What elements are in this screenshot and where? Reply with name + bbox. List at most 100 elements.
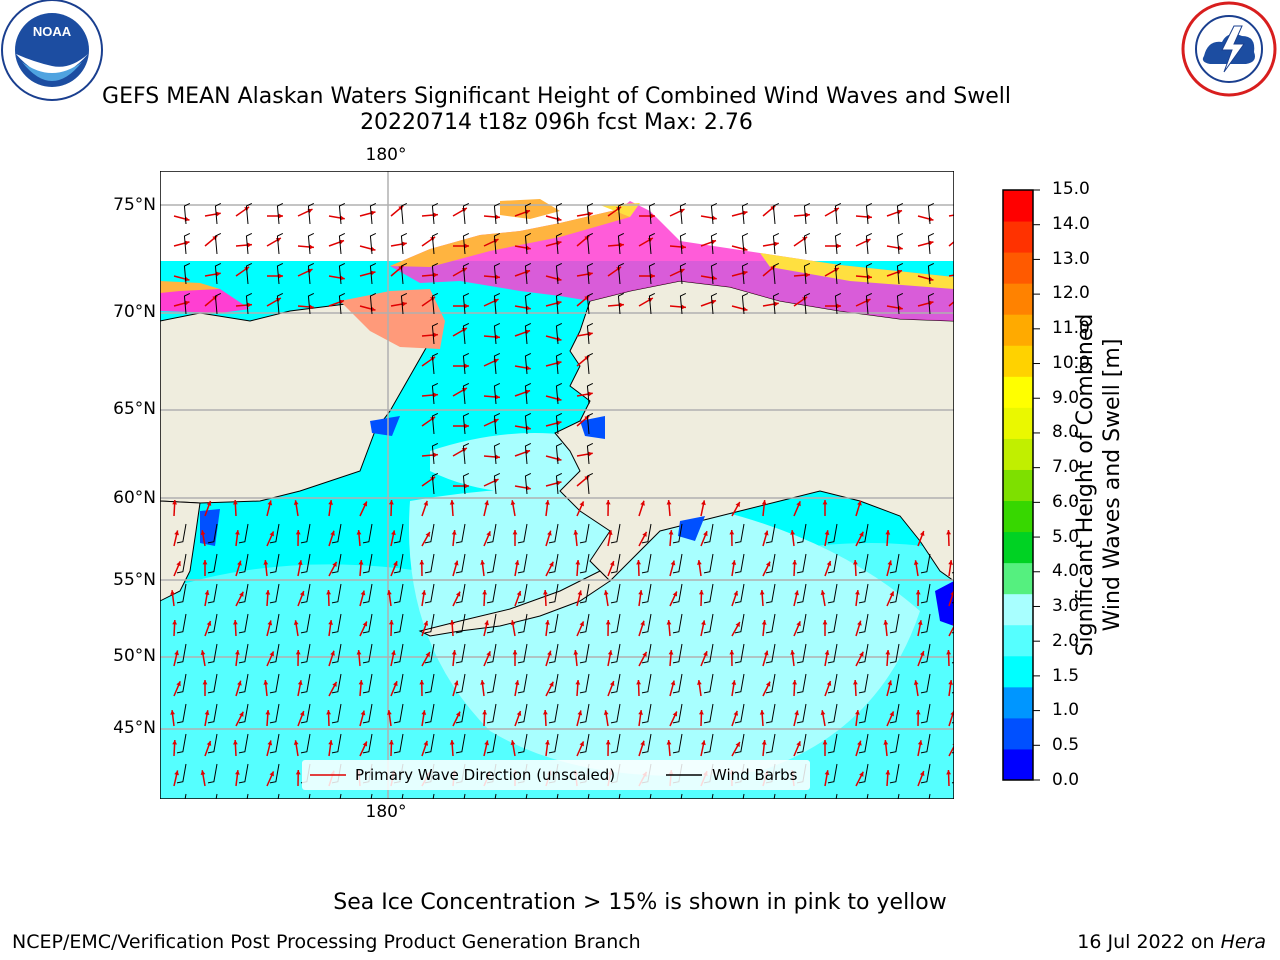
wind-barb xyxy=(586,382,594,405)
colorbar-segment xyxy=(1003,469,1033,502)
wind-barb xyxy=(338,232,346,255)
wind-barb xyxy=(548,613,559,634)
wave-direction-arrowhead xyxy=(461,328,467,333)
wind-barb xyxy=(393,643,404,664)
wave-direction-arrowhead xyxy=(774,301,779,307)
wave-direction-arrowhead xyxy=(742,210,748,216)
wave-direction-arrowhead xyxy=(950,590,954,596)
wave-direction-arrowhead xyxy=(495,214,500,220)
wind-barb xyxy=(362,553,373,574)
colorbar-segment xyxy=(1003,438,1033,470)
wave-direction-arrowhead xyxy=(640,620,645,626)
wind-barb xyxy=(679,232,687,255)
wind-barb xyxy=(486,643,497,664)
wind-barb xyxy=(586,292,594,315)
wind-barb xyxy=(610,703,621,724)
wave-direction-arrowhead xyxy=(512,650,518,655)
wave-direction-arrowhead xyxy=(885,770,891,775)
wave-direction-arrowhead xyxy=(309,304,314,310)
wave-direction-arrowhead xyxy=(453,560,459,566)
wave-direction-arrowhead xyxy=(668,650,674,655)
wind-barb xyxy=(393,613,404,634)
wave-direction-arrowhead xyxy=(449,500,455,505)
colorbar-segment xyxy=(1003,190,1033,222)
wave-direction-arrowhead xyxy=(486,651,491,657)
colorbar-tick-label: 0.0 xyxy=(1052,770,1080,790)
wind-barb xyxy=(548,643,559,664)
wave-direction-arrow xyxy=(948,744,954,757)
wind-barb xyxy=(486,673,497,694)
wind-barb xyxy=(176,643,187,664)
wave-direction-arrowhead xyxy=(423,740,429,746)
wave-direction-arrowhead xyxy=(200,530,206,535)
wind-barb xyxy=(424,523,435,544)
wave-direction-arrowhead xyxy=(464,363,469,369)
wind-barb xyxy=(462,412,470,435)
wave-direction-arrowhead xyxy=(919,771,925,777)
wind-barb xyxy=(362,673,373,694)
wind-barb xyxy=(176,523,187,544)
wave-direction-arrowhead xyxy=(697,560,702,565)
wind-barb xyxy=(269,733,280,754)
wave-direction-arrowhead xyxy=(402,241,407,247)
wind-barb xyxy=(679,202,687,225)
wave-direction-arrowhead xyxy=(176,561,181,567)
wind-barb xyxy=(307,292,315,315)
graticule xyxy=(160,171,954,799)
wave-direction-arrowhead xyxy=(733,590,739,596)
wave-direction-arrowhead xyxy=(584,235,590,241)
wind-barb xyxy=(586,472,594,495)
wave-direction-arrowhead xyxy=(235,770,240,775)
wind-barb xyxy=(648,232,656,255)
wave-direction-arrowhead xyxy=(267,500,273,506)
colorbar-tick-label: 10.0 xyxy=(1052,352,1090,373)
wind-barb xyxy=(393,733,404,754)
wind-barb xyxy=(238,703,249,724)
wind-barb xyxy=(307,232,315,255)
wave-direction-arrowhead xyxy=(697,680,702,685)
wave-direction-arrowhead xyxy=(584,295,590,301)
wave-direction-arrowhead xyxy=(482,710,488,715)
wind-barb xyxy=(245,202,253,225)
wind-barb xyxy=(207,673,218,694)
wind-barb xyxy=(889,763,900,784)
colorbar-segment xyxy=(1003,407,1033,439)
colorbar-tick-label: 6.0 xyxy=(1052,491,1080,512)
wave-direction-arrowhead xyxy=(701,620,706,626)
wave-direction-arrowhead xyxy=(299,711,305,717)
wind-barb xyxy=(455,673,466,694)
wind-barb xyxy=(889,733,900,754)
lat-label-55: 55°N xyxy=(113,570,156,590)
wind-barb xyxy=(734,613,745,634)
wind-barb xyxy=(858,643,869,664)
wave-direction-arrowhead xyxy=(453,680,459,686)
wind-barb xyxy=(524,292,532,315)
wave-direction-arrowhead xyxy=(887,680,893,686)
wind-barb xyxy=(796,643,807,664)
wave-direction-arrowhead xyxy=(526,365,531,371)
wave-direction-arrowhead xyxy=(387,710,392,715)
wind-barb xyxy=(462,322,470,345)
wave-direction-arrowhead xyxy=(172,620,178,625)
wave-direction-arrowhead xyxy=(461,208,467,213)
wave-direction-arrowhead xyxy=(526,425,531,431)
wave-direction-arrowhead xyxy=(293,620,299,625)
lat-label-50: 50°N xyxy=(113,646,156,666)
wind-barb xyxy=(369,292,377,315)
wave-direction-arrowhead xyxy=(495,454,500,460)
wind-barb xyxy=(555,202,563,225)
wind-barb xyxy=(834,262,842,285)
wave-direction-arrowhead xyxy=(480,680,485,685)
footer-credit: NCEP/EMC/Verification Post Processing Pr… xyxy=(12,931,641,953)
wave-region-high xyxy=(409,488,920,776)
wave-direction-arrowhead xyxy=(579,741,584,747)
wave-direction-arrowhead xyxy=(885,650,891,655)
wave-direction-arrowhead xyxy=(820,710,826,715)
wind-barb xyxy=(734,643,745,664)
wave-direction-arrowhead xyxy=(514,560,520,565)
wave-direction-legend-line xyxy=(310,774,346,776)
wave-direction-arrowhead xyxy=(946,770,951,775)
wind-barb xyxy=(548,733,559,754)
wave-direction-arrowhead xyxy=(295,650,301,655)
wind-barb xyxy=(524,262,532,285)
